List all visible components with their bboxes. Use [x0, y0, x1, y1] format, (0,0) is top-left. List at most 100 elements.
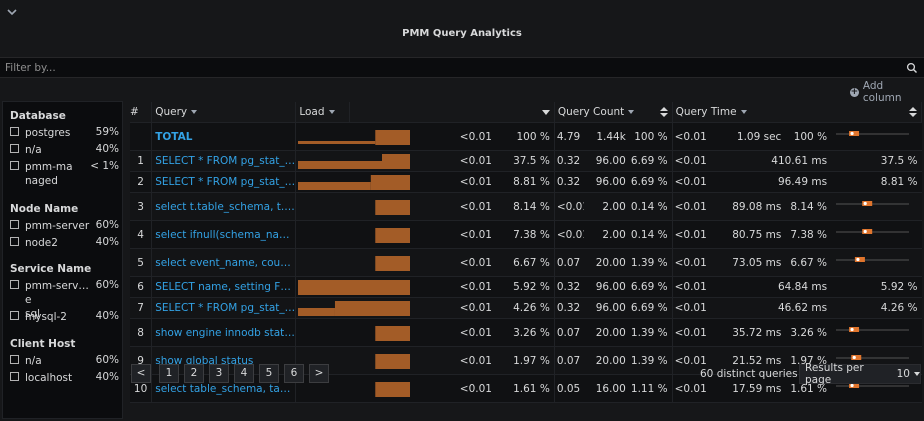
chevron-down-icon[interactable] — [5, 6, 19, 18]
results-per-page-select[interactable]: Results per page 10 — [799, 362, 921, 386]
load-bar-segment — [375, 255, 411, 271]
sort-caret-icon[interactable] — [328, 110, 335, 114]
add-column-label: Add column — [862, 80, 902, 104]
filter-item-label: mysql-2 — [25, 311, 67, 323]
filter-item[interactable]: pmm-serv…e sql 60% — [10, 279, 123, 320]
filter-item[interactable]: localhost 40% — [10, 371, 123, 385]
query-link[interactable]: SELECT * FROM pg_stat_statements — [151, 150, 297, 172]
load-percent: 37.5 % — [495, 150, 555, 172]
filter-item[interactable]: postgres 59% — [10, 126, 123, 140]
query-link[interactable]: SELECT * FROM pg_stat_bgwriter — [151, 297, 297, 319]
prev-page-button[interactable]: < — [131, 364, 151, 383]
column-header-query[interactable]: Query — [151, 102, 297, 123]
sort-caret-icon[interactable] — [740, 110, 747, 114]
filter-checkbox[interactable] — [10, 144, 19, 153]
queries-per-second: 0.32 — [554, 150, 585, 172]
query-link[interactable]: SELECT * FROM pg_stat_database — [151, 171, 297, 193]
query-count: 20.00 — [584, 318, 630, 347]
query-count-header-label: Query Count — [557, 106, 625, 118]
distribution-sparkline — [836, 355, 910, 360]
sort-toggle-icon[interactable] — [909, 106, 917, 118]
filter-checkbox[interactable] — [10, 280, 19, 289]
distribution-median-dot — [863, 229, 867, 234]
filter-checkbox[interactable] — [10, 127, 19, 136]
column-header-query-count[interactable]: Query Count — [554, 102, 673, 123]
sort-caret-icon[interactable] — [191, 110, 198, 114]
filter-checkbox[interactable] — [10, 237, 19, 246]
sort-toggle-icon[interactable] — [659, 106, 668, 118]
page-button-1[interactable]: 1 — [159, 364, 179, 383]
distribution-range — [862, 201, 873, 206]
filter-input[interactable] — [0, 58, 900, 77]
filter-checkbox[interactable] — [10, 355, 19, 364]
next-page-button[interactable]: > — [309, 364, 329, 383]
row-number: 2 — [130, 171, 153, 193]
column-header-load[interactable]: Load — [295, 102, 351, 123]
filter-item-label: n/a — [25, 355, 42, 367]
query-time-percent: 37.5 % — [831, 150, 922, 172]
filter-item-label: pmm-serv…e sql — [25, 280, 89, 320]
query-time-total: 46.62 ms — [715, 297, 832, 319]
load-bar-chart — [298, 175, 411, 190]
filter-item-percent: 40% — [95, 371, 119, 383]
query-link[interactable]: select event_name, count_star — [151, 248, 297, 277]
sort-descending-icon[interactable] — [541, 109, 550, 115]
add-column-button[interactable]: + Add column — [850, 80, 924, 104]
load-value: <0.01 — [431, 276, 496, 298]
filter-bar — [0, 57, 924, 78]
filter-item[interactable]: node2 40% — [10, 236, 123, 250]
filter-checkbox[interactable] — [10, 161, 19, 170]
query-link[interactable]: select ifnull(schema_name, 'x') — [151, 220, 297, 249]
page-button-5[interactable]: 5 — [259, 364, 279, 383]
row-number: 3 — [130, 192, 153, 221]
search-icon[interactable] — [906, 62, 918, 74]
query-link[interactable]: show engine innodb status — [151, 318, 297, 347]
query-time-avg: <0.01 — [672, 122, 716, 151]
query-link[interactable]: select t.table_schema, t.table_name — [151, 192, 297, 221]
filter-item[interactable]: mysql-2 40% — [10, 310, 123, 324]
distribution-sparkline — [836, 327, 910, 332]
load-bar-chart — [375, 381, 411, 397]
page-button-3[interactable]: 3 — [209, 364, 229, 383]
column-header-query-time[interactable]: Query Time — [672, 102, 923, 123]
distribution-sparkline — [836, 131, 910, 136]
query-link[interactable]: SELECT name, setting FROM pg_settings — [151, 276, 297, 298]
page-button-4[interactable]: 4 — [234, 364, 254, 383]
query-link[interactable]: TOTAL — [151, 122, 297, 151]
sort-caret-icon[interactable] — [628, 110, 635, 114]
query-count: 96.00 — [584, 171, 630, 193]
load-sort-control[interactable] — [349, 102, 555, 123]
load-bar-segment — [375, 353, 411, 369]
queries-per-second: 0.32 — [554, 171, 585, 193]
query-time-percent: 4.26 % — [831, 297, 922, 319]
filter-item[interactable]: n/a 60% — [10, 354, 123, 368]
page-button-6[interactable]: 6 — [284, 364, 304, 383]
filter-item[interactable]: pmm-managed < 1% — [10, 160, 123, 188]
filter-checkbox[interactable] — [10, 372, 19, 381]
filter-checkbox[interactable] — [10, 311, 19, 320]
query-time-total: 96.49 ms — [715, 171, 832, 193]
row-number: 7 — [130, 297, 153, 319]
query-count-percent: 100 % — [629, 122, 673, 151]
page-button-2[interactable]: 2 — [184, 364, 204, 383]
filter-checkbox[interactable] — [10, 220, 19, 229]
load-sparkbar — [295, 346, 432, 375]
load-bar-segment — [298, 182, 372, 190]
load-percent: 8.81 % — [495, 171, 555, 193]
load-value: <0.01 — [431, 248, 496, 277]
query-count: 96.00 — [584, 276, 630, 298]
table-row[interactable]: 8 show engine innodb status <0.01 3.26 % 0.0… — [130, 318, 922, 347]
filter-item[interactable]: n/a 40% — [10, 143, 123, 157]
filter-item-percent: 59% — [95, 126, 119, 138]
table-row[interactable]: TOTAL <0.01 100 % 4.79 1.44k 100 % <0.01 1.09 s… — [130, 122, 922, 151]
load-value: <0.01 — [431, 171, 496, 193]
filter-item[interactable]: pmm-server 60% — [10, 219, 123, 233]
